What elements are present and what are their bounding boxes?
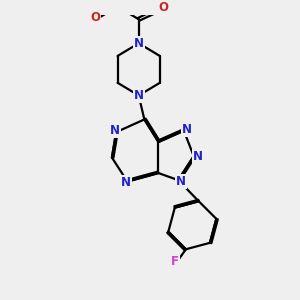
Text: N: N bbox=[121, 176, 131, 189]
Text: N: N bbox=[193, 150, 203, 163]
Text: N: N bbox=[110, 124, 120, 137]
Text: N: N bbox=[134, 89, 144, 102]
Text: N: N bbox=[134, 37, 144, 50]
Text: N: N bbox=[182, 123, 192, 136]
Text: N: N bbox=[176, 175, 186, 188]
Text: F: F bbox=[171, 256, 178, 268]
Text: O: O bbox=[90, 11, 100, 24]
Text: O: O bbox=[158, 2, 168, 14]
